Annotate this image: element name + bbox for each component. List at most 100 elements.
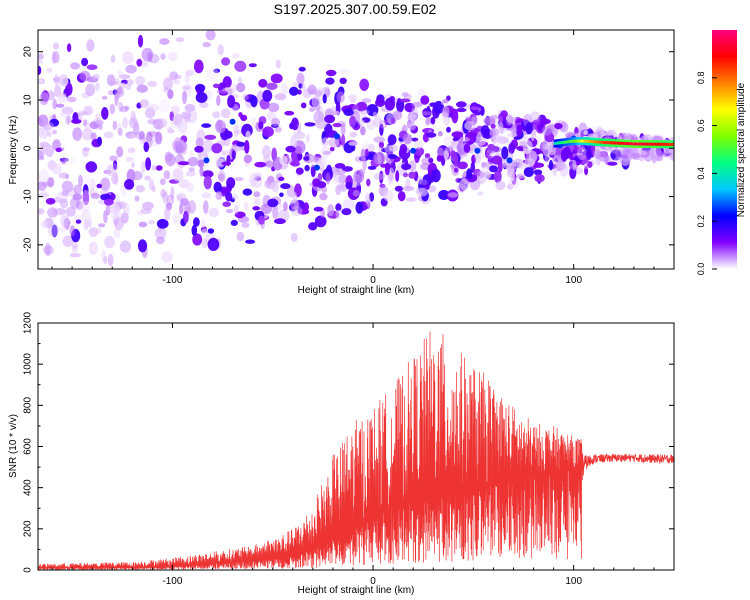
spectral-blob [183,211,189,224]
spectral-blob [296,72,305,86]
spectral-blob [100,177,111,192]
spectral-blob [125,84,132,90]
spectral-blob [41,126,49,139]
spectral-blob [161,251,173,263]
spectral-blob [66,115,71,124]
spectral-blob [359,110,370,115]
snr-y-tick-label: 600 [23,438,34,455]
spectral-blob [189,150,194,158]
spectral-blob [135,75,146,86]
spectral-blob [242,93,249,101]
spectral-blob [464,131,477,145]
spectral-blob [42,121,55,131]
ridge-core [672,142,674,146]
spectral-blob [315,117,327,129]
ridge-core [582,139,585,143]
spectral-blob [58,74,69,87]
spectral-blob [356,101,368,112]
spectral-blob [387,154,397,159]
spectral-blob [136,58,143,67]
spectral-blob [117,70,123,77]
spectral-blob [417,187,428,197]
spectral-blob [459,136,470,143]
spectral-blob [270,181,278,191]
spectral-blob [97,136,102,146]
ridge-core [670,142,673,146]
ridge-core [633,142,636,146]
spectral-blob [216,95,221,107]
spectral-blob [81,147,89,158]
spectral-blob [154,227,167,240]
spectral-blob [90,132,97,141]
spectral-peak [203,157,210,164]
spectral-blob [105,203,111,216]
spectral-blob [167,126,173,133]
spectral-blob [124,179,135,190]
spectral-blob [388,144,399,152]
spectral-blob [262,126,274,137]
spectral-blob [59,198,69,209]
spectral-blob [163,77,173,91]
spectral-blob [539,118,551,125]
spectral-blob [470,161,476,174]
spectral-blob [199,101,209,109]
spectral-blob [480,125,490,138]
colorbar: 0.0 0.2 0.4 0.6 0.8 Normalized spectral ampl… [696,30,747,275]
spectral-blob [340,123,346,136]
spectral-blob [38,78,44,84]
spectral-blob [131,170,143,181]
ridge-core [637,142,640,146]
spectral-blob [73,184,82,195]
snr-y-tick-label: 200 [23,520,34,537]
spectral-blob [83,105,94,116]
spectral-blob [250,95,258,108]
spectral-blob [544,154,549,163]
ridge-core [603,141,606,144]
spectral-blob [193,217,200,227]
spectral-blob [305,133,310,143]
spectral-blob [178,161,190,166]
spectral-blob [88,227,99,237]
spectral-blob [52,51,60,64]
spectral-blob [217,169,226,183]
spectral-blob [261,145,272,159]
spectral-blob [341,166,353,172]
spectral-blob [290,135,298,149]
ridge-core [593,140,596,144]
spectral-blob [141,161,146,174]
spectral-blob [136,84,148,93]
spectral-blob [576,146,588,161]
spectral-blob [38,126,43,139]
spectral-blob [451,131,464,138]
spectral-blob [316,181,327,189]
spectral-blob [474,136,487,146]
ridge-core [588,139,591,143]
spectral-blob [158,118,168,128]
spectral-blob [487,143,496,151]
spectral-blob [114,217,124,231]
spectral-blob [258,121,264,130]
snr-y-ticks: 0 200 400 600 800 1000 1200 [23,311,674,573]
spectral-blob [69,225,76,237]
spectral-blob [519,162,527,169]
spectral-blob [304,122,316,127]
spectral-blob [72,127,83,141]
spectral-blob [651,150,657,164]
spectral-blob [66,43,72,53]
spectral-blob [493,169,502,184]
spectral-blob [78,174,83,187]
ridge-core [616,141,619,145]
spectral-blob [586,147,592,160]
spectral-blob [108,80,119,86]
spectral-blob [364,191,370,205]
spectral-blob [336,91,345,103]
spectral-blob [459,178,470,191]
spectral-blob [62,235,74,247]
spectral-blob [187,200,196,214]
snr-x-tick-label: 0 [370,576,376,587]
spectral-blob [151,185,156,192]
spectrogram-y-tick-label: -10 [23,189,34,204]
spectral-peak [229,118,236,125]
spectral-blob [203,200,209,214]
